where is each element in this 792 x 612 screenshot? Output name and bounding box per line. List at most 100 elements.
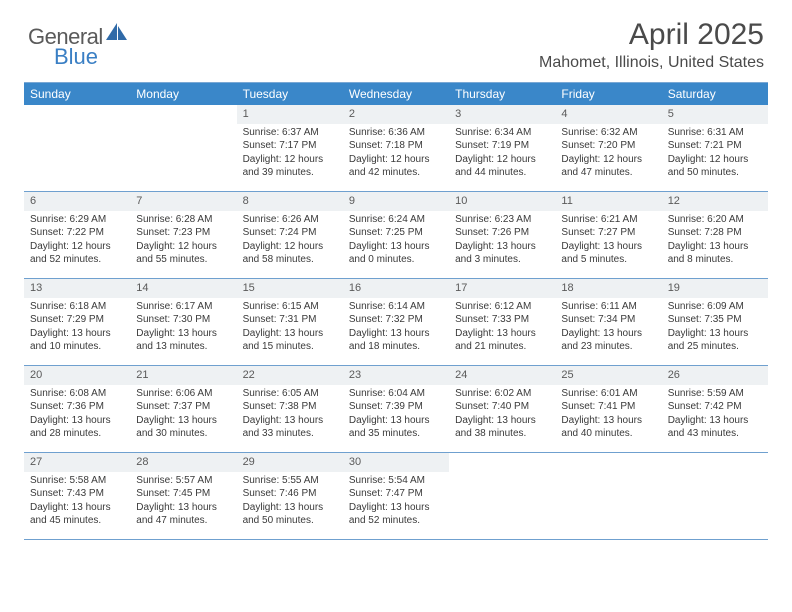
sunset-text: Sunset: 7:42 PM <box>668 400 762 414</box>
sunset-text: Sunset: 7:36 PM <box>30 400 124 414</box>
day-body: Sunrise: 6:37 AMSunset: 7:17 PMDaylight:… <box>237 124 343 184</box>
day-cell: 25Sunrise: 6:01 AMSunset: 7:41 PMDayligh… <box>555 366 661 452</box>
sunrise-text: Sunrise: 6:36 AM <box>349 126 443 140</box>
day-cell: 16Sunrise: 6:14 AMSunset: 7:32 PMDayligh… <box>343 279 449 365</box>
daylight-text: Daylight: 12 hours and 42 minutes. <box>349 153 443 180</box>
daylight-text: Daylight: 12 hours and 52 minutes. <box>30 240 124 267</box>
weekday-header: Wednesday <box>343 83 449 105</box>
sunset-text: Sunset: 7:43 PM <box>30 487 124 501</box>
day-body: Sunrise: 6:26 AMSunset: 7:24 PMDaylight:… <box>237 211 343 271</box>
sunset-text: Sunset: 7:22 PM <box>30 226 124 240</box>
day-number: 16 <box>343 279 449 298</box>
day-cell: 28Sunrise: 5:57 AMSunset: 7:45 PMDayligh… <box>130 453 236 539</box>
day-cell <box>449 453 555 539</box>
day-number: 6 <box>24 192 130 211</box>
daylight-text: Daylight: 13 hours and 50 minutes. <box>243 501 337 528</box>
day-body: Sunrise: 5:55 AMSunset: 7:46 PMDaylight:… <box>237 472 343 532</box>
daylight-text: Daylight: 13 hours and 35 minutes. <box>349 414 443 441</box>
day-cell <box>555 453 661 539</box>
day-number: 5 <box>662 105 768 124</box>
week-row: 1Sunrise: 6:37 AMSunset: 7:17 PMDaylight… <box>24 105 768 192</box>
sunset-text: Sunset: 7:30 PM <box>136 313 230 327</box>
day-body: Sunrise: 6:29 AMSunset: 7:22 PMDaylight:… <box>24 211 130 271</box>
day-cell: 23Sunrise: 6:04 AMSunset: 7:39 PMDayligh… <box>343 366 449 452</box>
daylight-text: Daylight: 13 hours and 8 minutes. <box>668 240 762 267</box>
day-number: 25 <box>555 366 661 385</box>
day-cell: 13 Sunrise: 6:18 AMSunset: 7:29 PMDayligh… <box>24 279 130 365</box>
sunrise-text: Sunrise: 6:14 AM <box>349 300 443 314</box>
weekday-header: Saturday <box>662 83 768 105</box>
day-body: Sunrise: 6:21 AMSunset: 7:27 PMDaylight:… <box>555 211 661 271</box>
sunrise-text: Sunrise: 6:29 AM <box>30 213 124 227</box>
daylight-text: Daylight: 13 hours and 3 minutes. <box>455 240 549 267</box>
day-number: 23 <box>343 366 449 385</box>
day-number: 13 <box>24 279 130 298</box>
daylight-text: Daylight: 13 hours and 52 minutes. <box>349 501 443 528</box>
sunrise-text: Sunrise: 6:26 AM <box>243 213 337 227</box>
day-cell: 5Sunrise: 6:31 AMSunset: 7:21 PMDaylight… <box>662 105 768 191</box>
sunrise-text: Sunrise: 6:24 AM <box>349 213 443 227</box>
day-cell: 19Sunrise: 6:09 AMSunset: 7:35 PMDayligh… <box>662 279 768 365</box>
week-row: 20Sunrise: 6:08 AMSunset: 7:36 PMDayligh… <box>24 366 768 453</box>
day-body: Sunrise: 5:58 AMSunset: 7:43 PMDaylight:… <box>24 472 130 532</box>
day-number: 18 <box>555 279 661 298</box>
month-title: April 2025 <box>539 18 764 52</box>
day-number: 14 <box>130 279 236 298</box>
day-cell: 17Sunrise: 6:12 AMSunset: 7:33 PMDayligh… <box>449 279 555 365</box>
sunrise-text: Sunrise: 5:58 AM <box>30 474 124 488</box>
day-number: 10 <box>449 192 555 211</box>
daylight-text: Daylight: 13 hours and 43 minutes. <box>668 414 762 441</box>
day-body: Sunrise: 6:09 AMSunset: 7:35 PMDaylight:… <box>662 298 768 358</box>
day-body: Sunrise: 6:14 AMSunset: 7:32 PMDaylight:… <box>343 298 449 358</box>
weekday-header: Sunday <box>24 83 130 105</box>
weekday-header: Monday <box>130 83 236 105</box>
day-number: 11 <box>555 192 661 211</box>
daylight-text: Daylight: 13 hours and 5 minutes. <box>561 240 655 267</box>
week-row: 27Sunrise: 5:58 AMSunset: 7:43 PMDayligh… <box>24 453 768 540</box>
sunrise-text: Sunrise: 6:12 AM <box>455 300 549 314</box>
day-number: 28 <box>130 453 236 472</box>
day-cell <box>662 453 768 539</box>
sunset-text: Sunset: 7:35 PM <box>668 313 762 327</box>
sunset-text: Sunset: 7:27 PM <box>561 226 655 240</box>
day-number: 17 <box>449 279 555 298</box>
sunrise-text: Sunrise: 6:18 AM <box>30 300 124 314</box>
daylight-text: Daylight: 13 hours and 45 minutes. <box>30 501 124 528</box>
sunrise-text: Sunrise: 6:31 AM <box>668 126 762 140</box>
sunset-text: Sunset: 7:34 PM <box>561 313 655 327</box>
day-cell: 1Sunrise: 6:37 AMSunset: 7:17 PMDaylight… <box>237 105 343 191</box>
daylight-text: Daylight: 13 hours and 47 minutes. <box>136 501 230 528</box>
sunset-text: Sunset: 7:45 PM <box>136 487 230 501</box>
sunrise-text: Sunrise: 6:20 AM <box>668 213 762 227</box>
sunrise-text: Sunrise: 6:34 AM <box>455 126 549 140</box>
day-body: Sunrise: 6:12 AMSunset: 7:33 PMDaylight:… <box>449 298 555 358</box>
day-number: 12 <box>662 192 768 211</box>
day-cell <box>24 105 130 191</box>
logo-sub: Blue <box>53 44 98 70</box>
day-number: 7 <box>130 192 236 211</box>
sunrise-text: Sunrise: 5:59 AM <box>668 387 762 401</box>
logo-sail-icon <box>106 23 128 46</box>
sunset-text: Sunset: 7:38 PM <box>243 400 337 414</box>
sunrise-text: Sunrise: 6:37 AM <box>243 126 337 140</box>
sunset-text: Sunset: 7:29 PM <box>30 313 124 327</box>
day-cell: 15Sunrise: 6:15 AMSunset: 7:31 PMDayligh… <box>237 279 343 365</box>
sunset-text: Sunset: 7:24 PM <box>243 226 337 240</box>
day-cell: 8Sunrise: 6:26 AMSunset: 7:24 PMDaylight… <box>237 192 343 278</box>
sunrise-text: Sunrise: 6:06 AM <box>136 387 230 401</box>
sunrise-text: Sunrise: 6:05 AM <box>243 387 337 401</box>
sunrise-text: Sunrise: 6:17 AM <box>136 300 230 314</box>
day-cell: 14Sunrise: 6:17 AMSunset: 7:30 PMDayligh… <box>130 279 236 365</box>
daylight-text: Daylight: 13 hours and 15 minutes. <box>243 327 337 354</box>
sunset-text: Sunset: 7:18 PM <box>349 139 443 153</box>
daylight-text: Daylight: 13 hours and 0 minutes. <box>349 240 443 267</box>
sunrise-text: Sunrise: 6:23 AM <box>455 213 549 227</box>
sunset-text: Sunset: 7:21 PM <box>668 139 762 153</box>
day-cell: 4Sunrise: 6:32 AMSunset: 7:20 PMDaylight… <box>555 105 661 191</box>
day-body: Sunrise: 6:23 AMSunset: 7:26 PMDaylight:… <box>449 211 555 271</box>
day-number: 22 <box>237 366 343 385</box>
daylight-text: Daylight: 13 hours and 10 minutes. <box>30 327 124 354</box>
day-cell: 29Sunrise: 5:55 AMSunset: 7:46 PMDayligh… <box>237 453 343 539</box>
day-body: Sunrise: 6:04 AMSunset: 7:39 PMDaylight:… <box>343 385 449 445</box>
daylight-text: Daylight: 12 hours and 47 minutes. <box>561 153 655 180</box>
